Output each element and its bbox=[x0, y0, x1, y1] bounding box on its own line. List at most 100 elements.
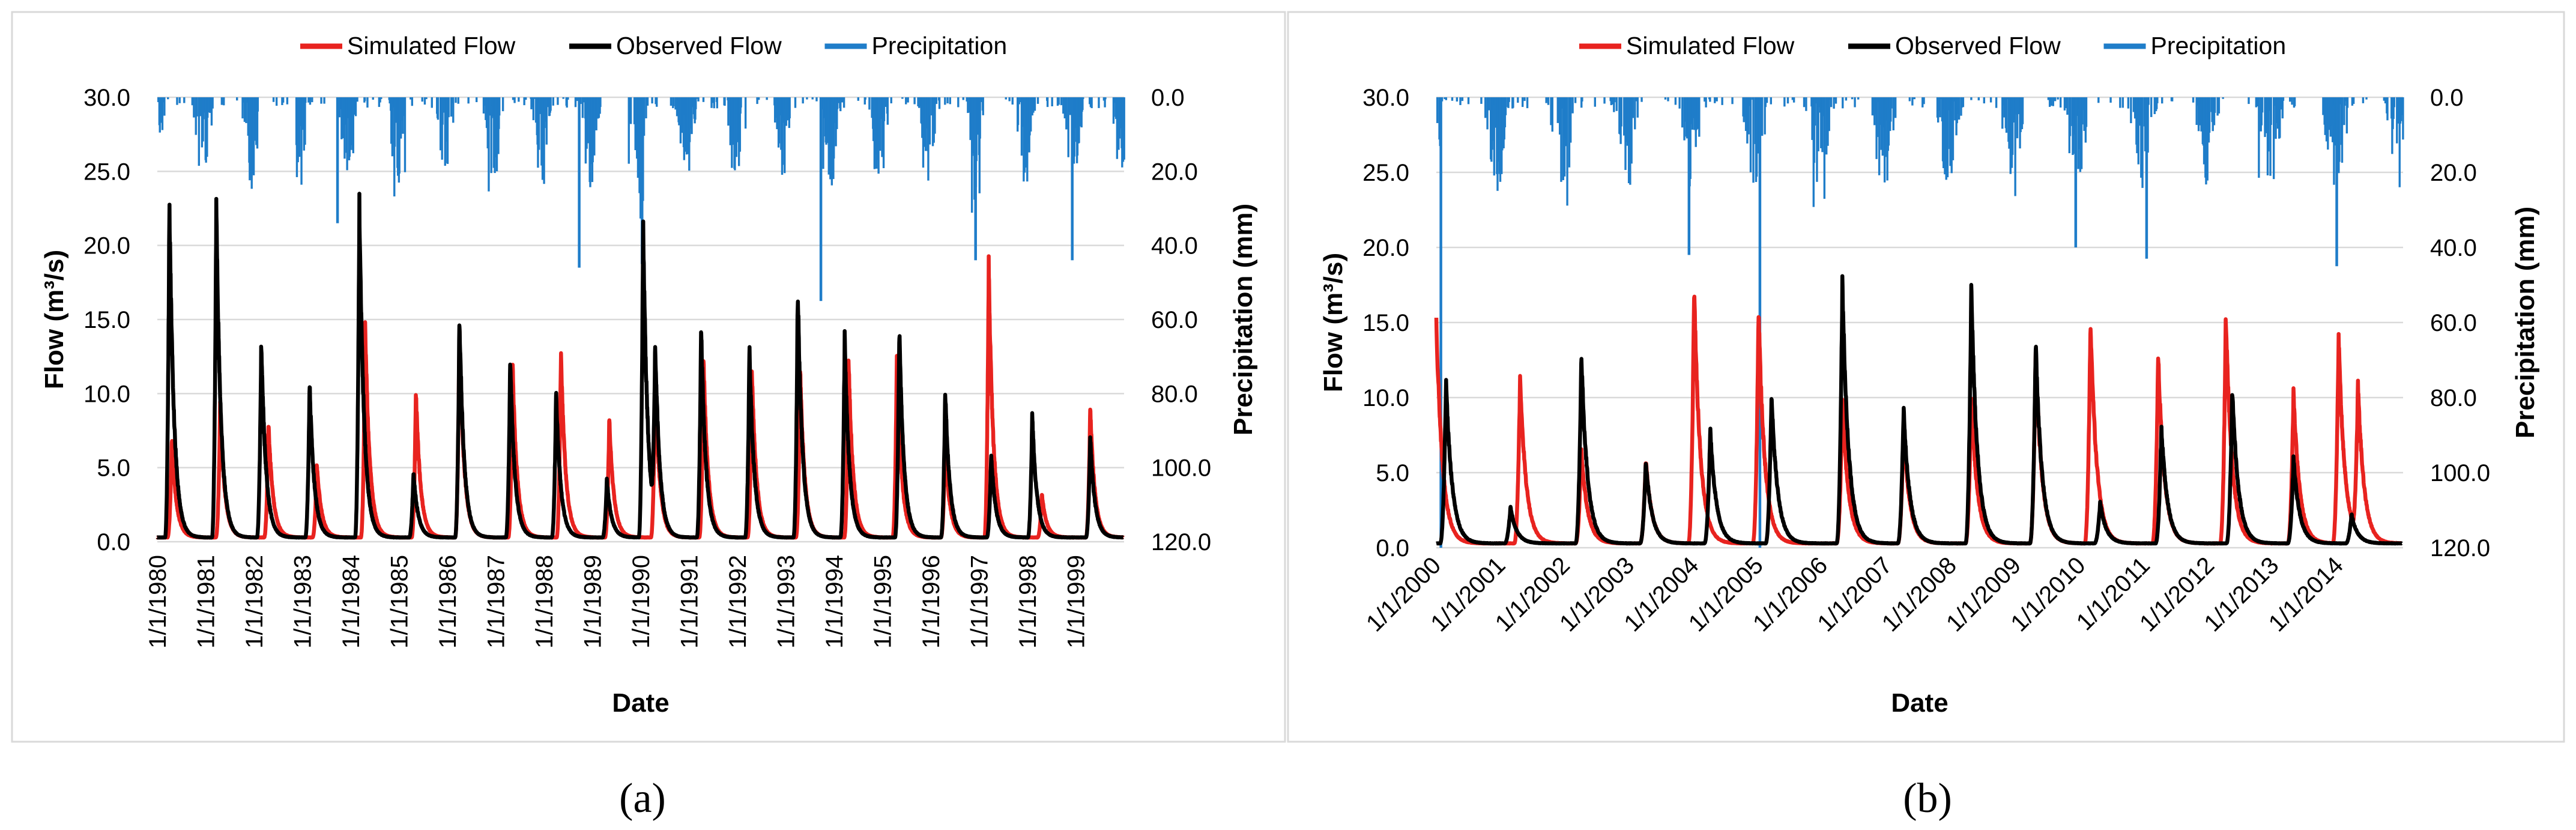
precip-bar bbox=[539, 97, 542, 114]
precip-bar bbox=[2267, 97, 2270, 152]
precip-bar bbox=[980, 97, 982, 102]
precip-bar bbox=[2153, 97, 2156, 115]
precip-bar bbox=[256, 97, 259, 149]
precip-bar bbox=[2325, 97, 2328, 142]
precip-bar bbox=[1813, 97, 1816, 163]
precip-bar bbox=[1961, 97, 1963, 108]
precip-bar bbox=[1977, 97, 1980, 101]
precip-bar bbox=[1684, 97, 1686, 122]
precip-bar bbox=[1459, 97, 1462, 105]
y2-tick-label: 100.0 bbox=[1151, 455, 1211, 482]
precip-bar bbox=[934, 97, 936, 134]
precip-bar bbox=[2016, 97, 2019, 139]
precip-bar bbox=[545, 97, 548, 145]
precip-bar bbox=[1792, 97, 1795, 103]
precip-bar bbox=[857, 97, 859, 101]
precip-bar bbox=[1828, 97, 1831, 100]
x-tick-label: 1/1/1991 bbox=[677, 555, 703, 649]
precip-bar bbox=[344, 97, 346, 125]
precip-bar bbox=[304, 97, 306, 145]
precip-bar bbox=[2218, 97, 2221, 114]
precip-bar bbox=[1946, 97, 1949, 178]
legend-label: Simulated Flow bbox=[1626, 32, 1795, 59]
precip-bar bbox=[1678, 97, 1681, 109]
precip-bar bbox=[488, 97, 490, 192]
precip-bar bbox=[1634, 97, 1636, 130]
precip-bar bbox=[207, 97, 210, 113]
precip-bar bbox=[1556, 97, 1559, 123]
precip-bar bbox=[839, 97, 842, 112]
precip-bar bbox=[978, 97, 981, 193]
precip-bar bbox=[946, 97, 949, 104]
precip-bar bbox=[778, 97, 781, 116]
legend-observed-flow: Observed Flow bbox=[569, 32, 782, 59]
y2-tick-label: 120.0 bbox=[1151, 529, 1211, 556]
precip-bar bbox=[1551, 97, 1553, 132]
x-tick-label: 1/1/1992 bbox=[725, 555, 751, 649]
precip-bar bbox=[1545, 97, 1547, 103]
precip-bar bbox=[2393, 97, 2395, 108]
precip-bar bbox=[1461, 97, 1464, 101]
precip-bar bbox=[446, 97, 449, 164]
precip-bar bbox=[2343, 97, 2345, 126]
precip-bar bbox=[2080, 97, 2083, 169]
precip-bar bbox=[537, 97, 540, 150]
precip-bar bbox=[1681, 97, 1684, 128]
precip-bar bbox=[2057, 97, 2059, 100]
precip-bar bbox=[1833, 97, 1835, 109]
precip-bar bbox=[1499, 97, 1502, 182]
x-tick-label: 1/1/1985 bbox=[387, 555, 413, 649]
precip-bar bbox=[2052, 97, 2054, 106]
precip-bar bbox=[670, 97, 673, 106]
precip-bar bbox=[1112, 97, 1115, 124]
precip-bar bbox=[1436, 97, 1439, 123]
precip-bar bbox=[543, 97, 545, 184]
chart-panel-a: 0.0 5.0 10.0 15.0 20.0 25.0 30.0 0.0 20.0 40.0 60.… bbox=[40, 32, 1258, 718]
precip-bar bbox=[1721, 97, 1723, 105]
precip-bar bbox=[2282, 97, 2285, 101]
precip-bar bbox=[2171, 97, 2174, 101]
precip-bar bbox=[2362, 97, 2365, 103]
precip-bar bbox=[1036, 97, 1039, 104]
precip-bar bbox=[2085, 97, 2088, 127]
precip-bar bbox=[842, 97, 845, 108]
precip-bar bbox=[2383, 97, 2386, 101]
precip-bar bbox=[1692, 97, 1695, 118]
precip-bar bbox=[877, 97, 880, 174]
precip-bar bbox=[1748, 97, 1750, 106]
precip-bar bbox=[1747, 97, 1750, 135]
precip-bar bbox=[425, 97, 428, 100]
precip-bar bbox=[311, 97, 313, 103]
precip-bar bbox=[1842, 97, 1844, 109]
precip-bar bbox=[191, 97, 194, 106]
precip-bar bbox=[2322, 97, 2324, 115]
precip-bar bbox=[309, 97, 312, 105]
precip-bar bbox=[1939, 97, 1941, 118]
precip-bar bbox=[1051, 97, 1053, 107]
precip-bar bbox=[286, 97, 289, 105]
x-tick-label: 1/1/1987 bbox=[483, 555, 510, 649]
precip-bar bbox=[1445, 97, 1448, 100]
precip-bar bbox=[882, 97, 885, 168]
precip-bar bbox=[1623, 97, 1625, 136]
precip-bar bbox=[2137, 97, 2139, 165]
precip-bar bbox=[1714, 97, 1716, 103]
x-axis-title: Date bbox=[1891, 688, 1948, 718]
precip-bar bbox=[905, 97, 907, 105]
precip-bar bbox=[925, 97, 927, 151]
precip-bar bbox=[1517, 97, 1519, 103]
precip-bar bbox=[1081, 97, 1084, 111]
precip-bar bbox=[1060, 97, 1063, 106]
precip-bar bbox=[450, 97, 453, 117]
precip-bar bbox=[2195, 97, 2198, 126]
precip-bar bbox=[1821, 97, 1824, 153]
precip-bar bbox=[455, 97, 457, 103]
precip-bar bbox=[1522, 97, 1524, 108]
y2-tick-label: 40.0 bbox=[1151, 233, 1198, 259]
precip-bar bbox=[1887, 97, 1890, 146]
y2-tick-label: 60.0 bbox=[1151, 307, 1198, 333]
precip-bar bbox=[2130, 97, 2132, 124]
y-tick-label: 15.0 bbox=[83, 307, 130, 333]
precip-bar bbox=[949, 97, 951, 105]
